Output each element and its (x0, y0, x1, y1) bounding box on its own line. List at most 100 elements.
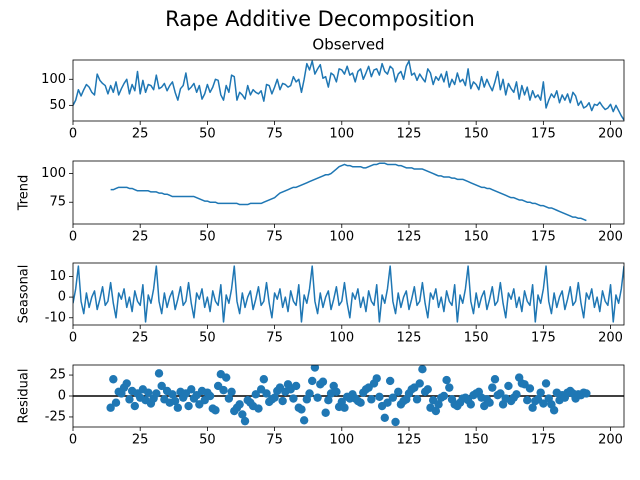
x-tick-label: 50 (199, 127, 216, 142)
x-tick-label: 100 (329, 230, 354, 245)
x-tick-label: 100 (329, 331, 354, 346)
point (313, 393, 322, 402)
y-axis-label: Seasonal (17, 265, 32, 324)
x-tick-label: 75 (266, 433, 283, 448)
x-tick-label: 25 (132, 331, 149, 346)
line (73, 60, 624, 121)
point (504, 381, 513, 391)
point (388, 393, 398, 402)
y-tick-label: 100 (41, 166, 66, 181)
x-tick-label: 25 (132, 230, 149, 245)
axes-frame (72, 364, 625, 428)
point (297, 405, 306, 414)
x-tick-label: 75 (266, 127, 283, 142)
point (130, 401, 140, 411)
point (187, 385, 196, 394)
point (490, 375, 500, 384)
point (496, 389, 505, 398)
point (109, 375, 118, 384)
point (308, 376, 317, 386)
x-tick-label: 75 (266, 230, 283, 245)
y-tick-label: 75 (49, 195, 66, 210)
point (434, 400, 443, 409)
point (219, 385, 228, 395)
x-tick-label: 0 (69, 331, 77, 346)
point (466, 400, 475, 409)
y-tick-label: 100 (41, 72, 66, 87)
x-tick-label: 0 (69, 230, 77, 245)
x-tick-label: 150 (464, 127, 489, 142)
point (375, 392, 384, 402)
point (412, 395, 422, 404)
point (394, 387, 403, 397)
point (278, 396, 287, 406)
point (367, 395, 376, 404)
point (582, 389, 591, 398)
point (423, 385, 432, 394)
point (431, 406, 441, 416)
point (240, 416, 250, 426)
point (488, 383, 497, 392)
y-tick-label: -25 (45, 409, 66, 424)
point (211, 406, 220, 415)
x-tick-label: 125 (397, 230, 422, 245)
point (262, 389, 271, 398)
point (539, 399, 548, 408)
point (340, 403, 349, 412)
point (310, 365, 320, 372)
x-tick-label: 25 (132, 433, 149, 448)
point (536, 388, 545, 397)
point (122, 379, 131, 388)
point (356, 398, 365, 407)
x-tick-label: 175 (531, 433, 556, 448)
y-axis-label: Trend (17, 175, 32, 212)
y-tick-label: 0 (58, 290, 66, 305)
axes-frame (72, 59, 625, 122)
point (321, 408, 330, 417)
x-tick-label: 100 (329, 127, 354, 142)
x-tick-label: 0 (69, 433, 77, 448)
point (222, 373, 231, 382)
point (173, 403, 183, 412)
y-tick-label: -10 (45, 310, 66, 325)
point (224, 394, 234, 403)
x-tick-label: 150 (464, 433, 489, 448)
x-tick-label: 200 (598, 331, 623, 346)
x-tick-label: 0 (69, 127, 77, 142)
x-tick-label: 200 (598, 127, 623, 142)
x-tick-label: 175 (531, 230, 556, 245)
panel-title: Observed (312, 36, 384, 54)
line (73, 265, 624, 323)
panel: Observed 0 25 50 75 100 125 150 175 200 50 100 (41, 36, 625, 142)
x-tick-label: 50 (199, 433, 216, 448)
point (442, 375, 451, 385)
point (259, 375, 269, 384)
point (125, 395, 134, 404)
point (152, 389, 161, 398)
point (485, 398, 494, 407)
point (380, 413, 389, 422)
point (184, 401, 193, 411)
x-tick-label: 200 (598, 230, 623, 245)
point (332, 387, 341, 397)
y-axis-label: Residual (17, 369, 32, 424)
x-tick-label: 125 (397, 331, 422, 346)
x-tick-label: 175 (531, 127, 556, 142)
point (415, 379, 424, 388)
point (270, 393, 279, 402)
point (154, 369, 164, 378)
x-tick-label: 75 (266, 331, 283, 346)
point (106, 403, 115, 412)
x-tick-label: 150 (464, 230, 489, 245)
point (251, 390, 260, 399)
point (523, 395, 532, 405)
x-tick-label: 50 (199, 331, 216, 346)
plot-area (73, 365, 624, 427)
y-tick-label: 50 (49, 98, 66, 113)
point (170, 396, 180, 406)
y-tick-label: 10 (49, 269, 66, 284)
point (144, 388, 153, 397)
